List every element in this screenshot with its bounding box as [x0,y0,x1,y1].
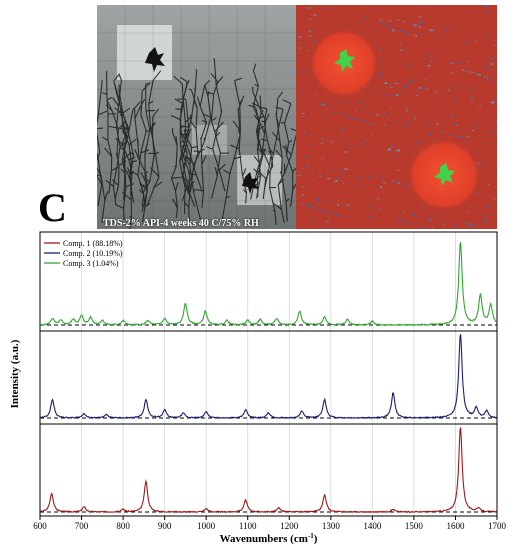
x-tick-label: 1100 [239,521,257,531]
x-axis-label: Wavenumbers (cm-1) [220,532,318,544]
x-tick-label: 1400 [363,521,382,531]
optical-micrograph [97,5,296,229]
baselines [40,324,497,513]
chart-grid [39,232,498,516]
legend-entry: Comp. 3 (1.04%) [63,259,119,268]
plot-frame [39,231,498,517]
optical-micrograph-image [97,5,296,229]
micrograph-caption: TDS-2% API-4 weeks 40 C/75% RH [103,218,259,229]
x-tick-label: 1500 [405,521,424,531]
x-axis-ticks: 600 700 800 900 1000 1100 1200 1300 1400 1500 1600… [33,516,507,531]
legend-entry: Comp. 1 (88.18%) [63,239,123,248]
x-tick-label: 1200 [280,521,299,531]
y-axis-label: Intensity (a.u.) [9,339,21,408]
x-tick-label: 1600 [446,521,465,531]
x-tick-label: 1000 [197,521,216,531]
series-line-bottom [39,427,497,514]
chemical-map-image [296,5,497,229]
x-tick-label: 1300 [322,521,341,531]
x-tick-label: 900 [158,521,172,531]
x-tick-label: 700 [75,521,89,531]
panel-label: C [38,185,67,230]
spectra-series [39,242,498,514]
x-tick-label: 1700 [488,521,507,531]
x-tick-label: 600 [33,521,47,531]
x-tick-label: 800 [116,521,130,531]
chemical-map [296,5,497,229]
legend: Comp. 1 (88.18%)Comp. 2 (10.19%)Comp. 3 … [44,239,123,268]
legend-entry: Comp. 2 (10.19%) [63,249,123,258]
series-line-middle [39,334,498,419]
series-line-top [39,242,498,327]
